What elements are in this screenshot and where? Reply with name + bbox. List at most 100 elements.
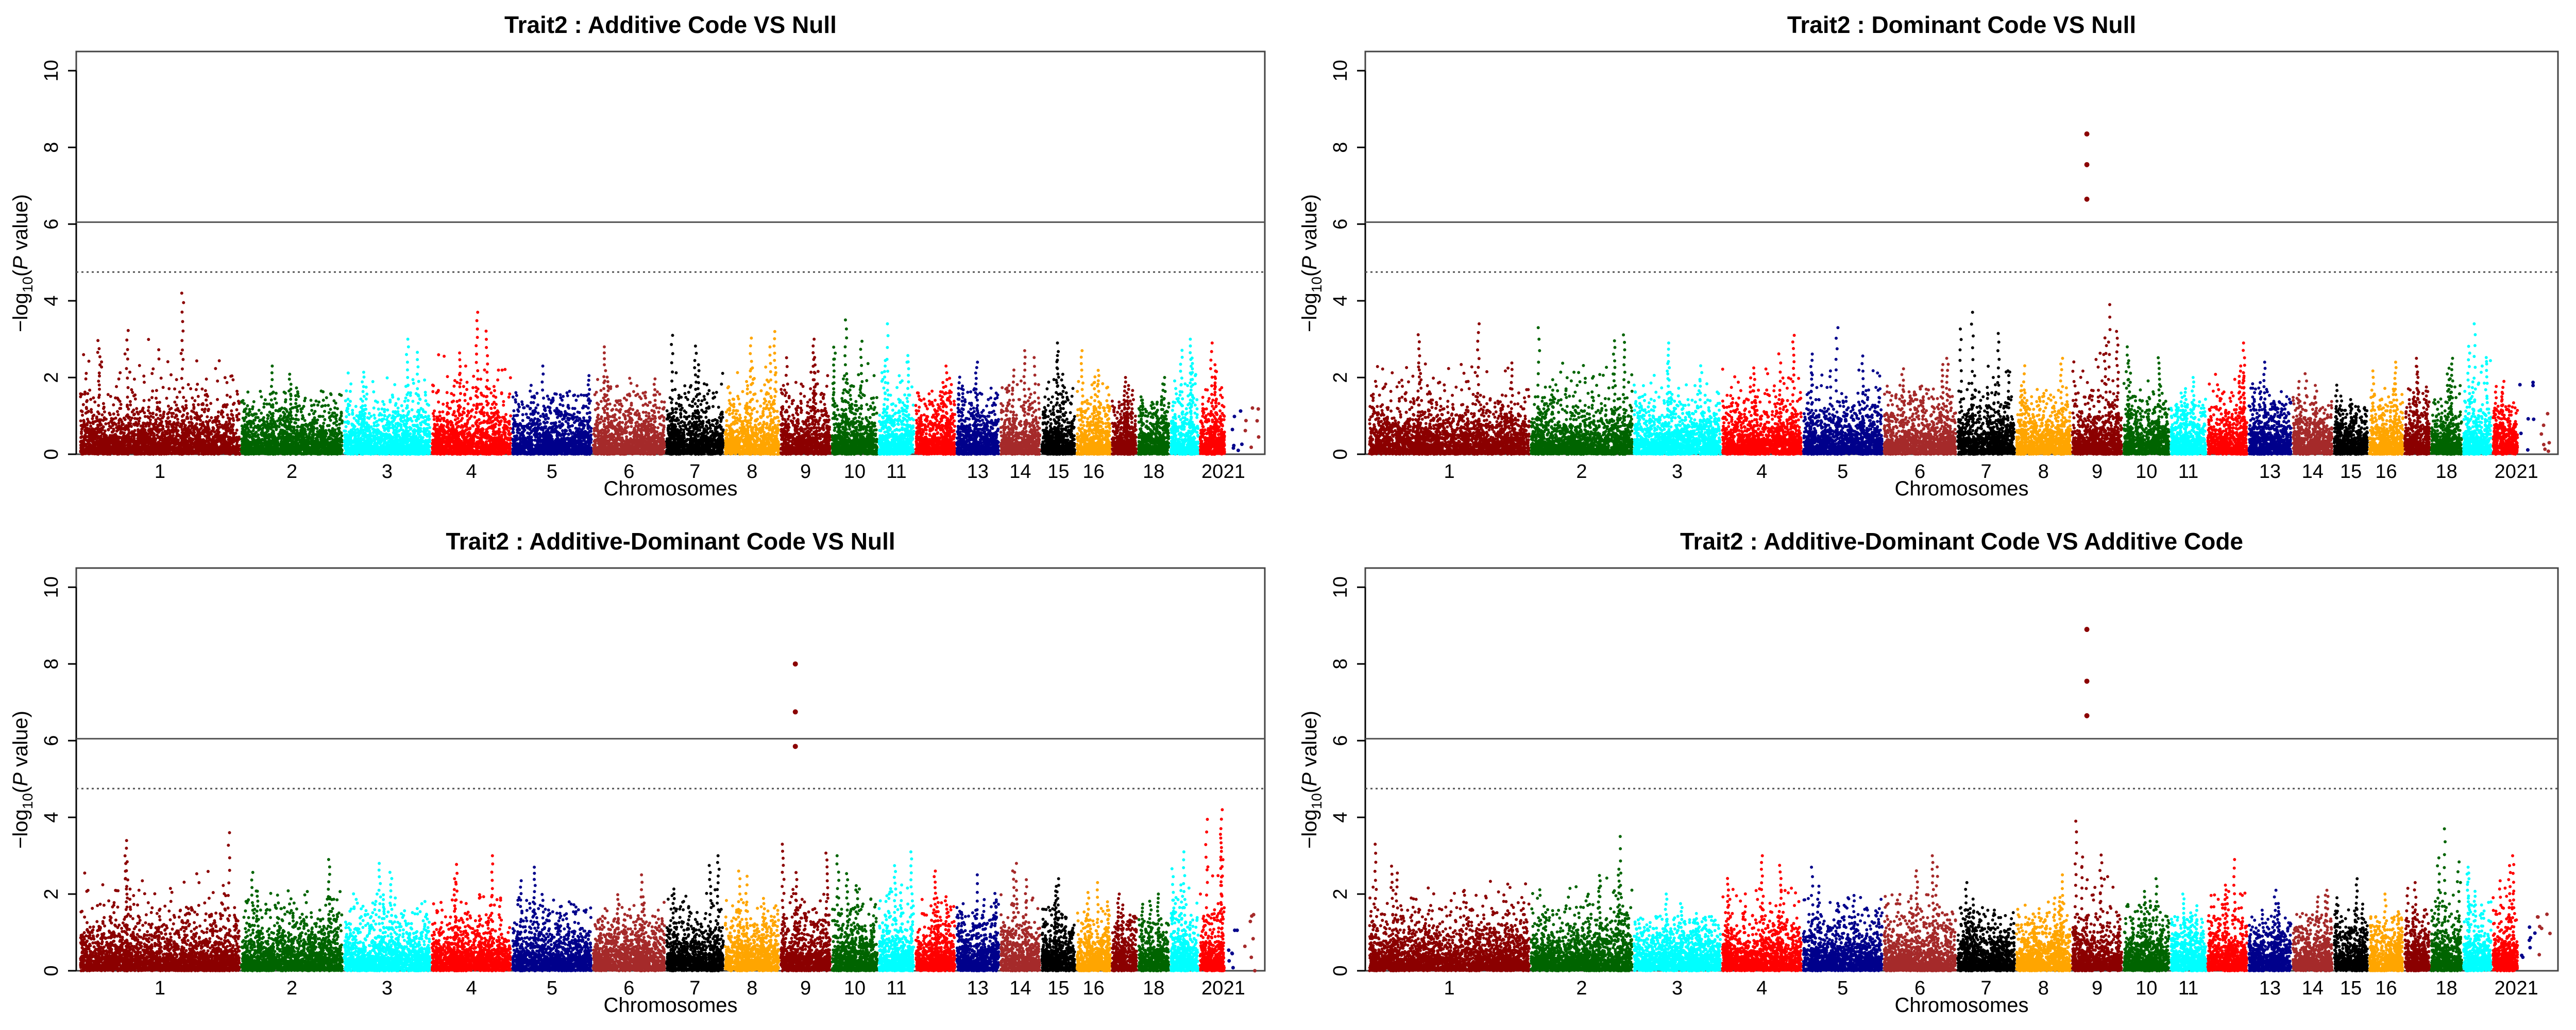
y-label-suffix: value): [1298, 711, 1321, 772]
y-tick-label: 10: [1330, 576, 1351, 598]
y-label-suffix: value): [9, 711, 32, 772]
snp-points: [779, 337, 832, 456]
chromosome-3-points: [343, 337, 432, 456]
chromosome-9-points: [2071, 131, 2123, 456]
chromosome-10-points: [2122, 877, 2171, 972]
snp-points: [2462, 865, 2493, 972]
y-label-prefix: −log: [1298, 809, 1321, 849]
chromosome-7-points: [1956, 311, 2016, 456]
chromosome-14-points: [999, 349, 1042, 456]
x-tick-label-chr-11: 11: [886, 461, 906, 483]
snp-points: [2206, 858, 2249, 972]
x-tick-label-chr-14: 14: [1009, 461, 1031, 483]
x-tick-label-chr-15: 15: [1047, 977, 1069, 999]
snp-points: [1110, 376, 1138, 456]
snp-points: [1632, 341, 1722, 456]
chromosome-4-points: [430, 854, 513, 972]
x-tick-label-chr-5: 5: [547, 977, 557, 999]
x-tick-label-chr-6: 6: [1914, 461, 1925, 483]
snp-points: [2071, 303, 2123, 456]
chart-title: Trait2 : Additive-Dominant Code VS Null: [446, 528, 895, 555]
y-label-suffix: value): [9, 194, 32, 256]
chromosome-14-points: [2292, 372, 2334, 456]
chromosome-9-points: [2071, 627, 2124, 972]
chromosome-17-points: [2403, 881, 2431, 972]
y-tick-label: 6: [1330, 219, 1351, 230]
snp-points: [1137, 376, 1171, 456]
chromosome-14-points: [999, 862, 1042, 972]
chromosome-16-points: [1075, 881, 1112, 972]
chromosome-5-points: [1802, 326, 1884, 456]
snp-points: [2247, 888, 2293, 972]
snp-points: [430, 854, 513, 972]
snp-points: [2292, 372, 2334, 456]
y-label-p: P: [9, 256, 32, 270]
x-tick-label-chr-4: 4: [1756, 461, 1767, 483]
y-axis-label: −log10(P value): [9, 711, 36, 849]
x-tick-label-chr-20: 20: [2495, 977, 2516, 999]
chromosome-19-points: [2462, 865, 2493, 972]
x-tick-label-chr-14: 14: [2302, 977, 2324, 999]
x-tick-label-chr-8: 8: [2038, 461, 2049, 483]
snp-points: [1883, 854, 1957, 972]
x-axis-label: Chromosomes: [1894, 994, 2028, 1017]
chromosome-1-points: [79, 291, 241, 456]
snp-points: [511, 865, 593, 972]
snp-points: [2015, 873, 2072, 972]
chromosome-22-points: [1243, 913, 1257, 973]
snp-points: [2071, 819, 2124, 972]
chromosome-15-points: [1040, 877, 1077, 972]
snp-points: [2430, 827, 2463, 972]
points-layer: [79, 291, 1261, 456]
snp-points: [1802, 865, 1884, 972]
chromosome-3-points: [1632, 341, 1722, 456]
x-tick-label-chr-21: 21: [2516, 461, 2538, 483]
snp-points: [1632, 892, 1722, 972]
points-layer: [1368, 131, 2551, 456]
chromosome-16-points: [2368, 892, 2404, 972]
chromosome-21-points: [1227, 928, 1239, 970]
chromosome-3-points: [343, 862, 432, 972]
snp-points: [511, 364, 593, 456]
x-tick-label-chr-2: 2: [286, 461, 297, 483]
snp-points: [1075, 881, 1112, 972]
y-tick-label: 2: [41, 372, 62, 383]
snp-points: [2122, 877, 2171, 972]
snp-points: [2206, 341, 2249, 456]
chromosome-7-points: [665, 854, 725, 972]
snp-points: [1169, 850, 1200, 972]
peak-point: [2084, 627, 2090, 632]
snp-points: [2492, 854, 2519, 972]
chromosome-11-points: [2169, 376, 2208, 456]
snp-points: [999, 349, 1042, 456]
chromosome-1-points: [1368, 843, 1531, 972]
x-tick-label-chr-20: 20: [2495, 461, 2516, 483]
x-tick-label-chr-18: 18: [1143, 461, 1164, 483]
x-tick-label-chr-4: 4: [466, 977, 477, 999]
x-tick-label-chr-2: 2: [286, 977, 297, 999]
x-tick-label-chr-16: 16: [1083, 461, 1105, 483]
snp-points: [1137, 892, 1171, 972]
snp-points: [2462, 322, 2493, 456]
snp-points: [240, 364, 344, 456]
plot-frame: [75, 50, 1266, 455]
snp-points: [1243, 913, 1257, 973]
snp-points: [2169, 376, 2208, 456]
snp-points: [2535, 912, 2552, 957]
y-label-p: P: [1298, 772, 1321, 786]
chromosome-17-points: [2403, 356, 2431, 456]
chromosome-5-points: [511, 364, 593, 456]
snp-points: [1530, 326, 1634, 456]
snp-points: [2122, 345, 2171, 456]
chromosome-2-points: [1530, 835, 1634, 972]
chart-panel-additive-dominant-vs-additive: Trait2 : Additive-Dominant Code VS Addit…: [1298, 528, 2559, 1017]
peak-point: [2084, 131, 2090, 137]
x-tick-label-chr-13: 13: [2259, 977, 2281, 999]
chromosome-18-points: [2430, 356, 2463, 456]
plot-frame: [1364, 50, 2559, 455]
snp-points: [2403, 356, 2431, 456]
x-tick-label-chr-13: 13: [2259, 461, 2281, 483]
snp-points: [831, 318, 879, 456]
y-axis-label: −log10(P value): [1298, 711, 1325, 849]
y-label-prefix: −log: [1298, 293, 1321, 332]
